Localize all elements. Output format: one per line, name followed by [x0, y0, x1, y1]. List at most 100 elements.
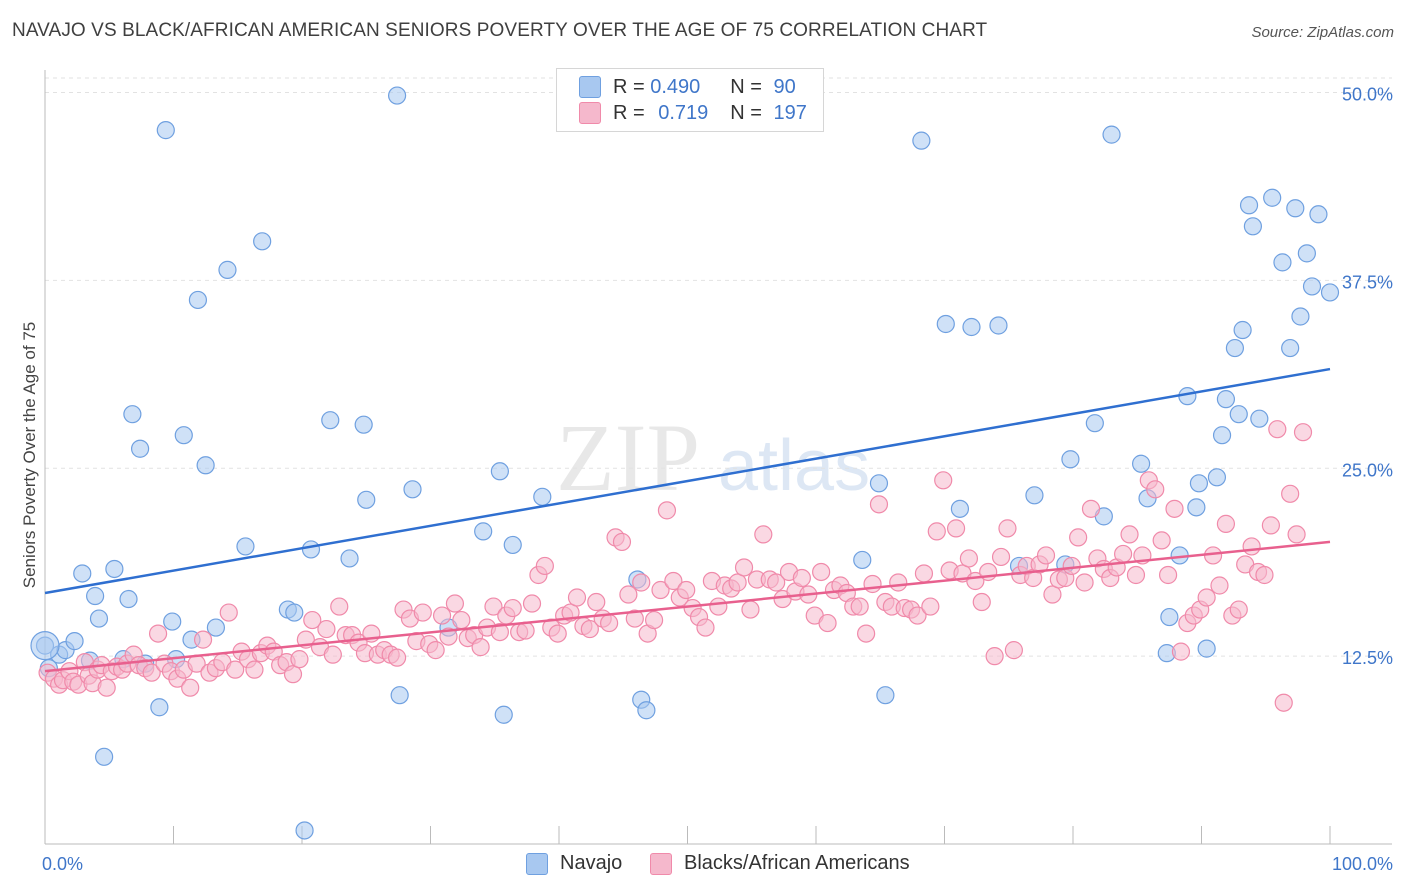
- legend-row-navajo: R = 0.490 N = 90: [579, 74, 796, 100]
- blacks-point: [818, 613, 837, 633]
- watermark-atlas: atlas: [718, 426, 870, 506]
- blacks-point: [677, 580, 696, 600]
- legend-swatch-blacks: [650, 852, 672, 875]
- blacks-point: [1216, 514, 1236, 533]
- blacks-point: [863, 574, 882, 594]
- blacks-point: [1197, 588, 1216, 607]
- blacks-point: [998, 519, 1017, 538]
- navajo-point: [95, 747, 114, 766]
- blacks-point: [625, 609, 644, 628]
- navajo-point: [1297, 244, 1316, 263]
- blacks-point: [1036, 546, 1056, 565]
- navajo-point: [1273, 253, 1292, 272]
- blacks-point: [503, 598, 522, 618]
- navajo-point: [989, 316, 1008, 335]
- blacks-point: [985, 647, 1004, 666]
- blacks-point: [1165, 499, 1184, 518]
- y-tick-label: 50.0%: [1342, 85, 1393, 105]
- navajo-point: [321, 411, 340, 430]
- blacks-point: [1075, 573, 1094, 592]
- navajo-point: [1239, 196, 1259, 215]
- legend-n-value: 197: [773, 101, 807, 124]
- navajo-point: [403, 480, 422, 499]
- blacks-point: [914, 564, 934, 583]
- blacks-point: [567, 588, 587, 607]
- blacks-point: [580, 619, 599, 639]
- blacks-point: [651, 580, 670, 600]
- navajo-point: [340, 549, 359, 568]
- blacks-point: [657, 501, 677, 520]
- x-tick-label: 100.0%: [1332, 854, 1393, 874]
- navajo-point: [962, 317, 981, 337]
- blacks-point: [1114, 544, 1133, 564]
- navajo-point: [1263, 188, 1282, 207]
- navajo-point: [1225, 338, 1245, 358]
- navajo-point: [123, 405, 142, 424]
- blacks-point: [869, 495, 889, 514]
- blacks-point: [1081, 499, 1101, 518]
- navajo-point: [156, 121, 175, 140]
- navajo-point: [390, 686, 409, 705]
- legend-item-navajo[interactable]: Navajo: [526, 852, 622, 875]
- navajo-point: [188, 290, 208, 310]
- series-navajo-points: [30, 86, 1340, 840]
- blacks-point: [600, 613, 619, 633]
- legend-swatch-blacks: [579, 102, 601, 124]
- blacks-point: [219, 603, 238, 622]
- blacks-point: [426, 641, 445, 660]
- legend-r-value: 0.490: [650, 75, 701, 98]
- navajo-point: [1132, 454, 1151, 473]
- navajo-point: [89, 609, 109, 628]
- blacks-point: [664, 571, 683, 591]
- navajo-point: [301, 540, 321, 559]
- navajo-point: [1291, 307, 1310, 326]
- navajo-point: [1207, 468, 1227, 487]
- blacks-point: [644, 610, 664, 630]
- navajo-point: [86, 586, 105, 606]
- legend-swatch-navajo: [526, 852, 548, 875]
- navajo-point: [869, 474, 889, 493]
- blacks-point: [921, 597, 940, 616]
- blacks-point: [413, 603, 432, 622]
- navajo-point: [1243, 217, 1263, 236]
- navajo-point: [1320, 283, 1340, 302]
- navajo-point: [295, 821, 314, 840]
- blacks-point: [484, 597, 503, 616]
- blacks-point: [696, 618, 715, 637]
- legend-n-label: N =: [730, 101, 762, 124]
- blacks-point: [850, 597, 869, 616]
- navajo-point: [853, 550, 872, 570]
- blacks-point: [1146, 480, 1165, 499]
- blacks-trend-line: [44, 540, 1331, 673]
- legend-item-blacks[interactable]: Blacks/African Americans: [650, 852, 910, 875]
- series-blacks-points: [38, 420, 1313, 712]
- y-tick-labels: 12.5% 25.0% 37.5% 50.0%: [1342, 85, 1393, 669]
- blacks-point: [1274, 693, 1293, 712]
- chart-title: NAVAJO VS BLACK/AFRICAN AMERICAN SENIORS…: [12, 20, 988, 41]
- axes: [44, 70, 1392, 845]
- blacks-point: [181, 678, 200, 697]
- blacks-point: [908, 606, 927, 625]
- blacks-point: [432, 606, 452, 625]
- navajo-point: [503, 535, 522, 555]
- navajo-trend-line: [44, 367, 1331, 595]
- navajo-point: [876, 686, 895, 705]
- blacks-point: [1261, 516, 1280, 535]
- navajo-point: [253, 232, 272, 251]
- legend-n-label: N =: [730, 75, 762, 98]
- source-label: Source: ZipAtlas.com: [1251, 24, 1394, 41]
- legend-r-label: R =: [613, 101, 645, 124]
- navajo-point: [1281, 338, 1300, 358]
- trend-lines: [44, 367, 1331, 673]
- navajo-point: [119, 589, 138, 609]
- legend-r-value: 0.719: [658, 101, 709, 124]
- blacks-point: [1004, 641, 1023, 660]
- blacks-point: [972, 592, 991, 612]
- navajo-point: [1197, 639, 1216, 658]
- navajo-point: [1085, 414, 1104, 433]
- navajo-point: [1309, 205, 1328, 224]
- navajo-point: [474, 522, 493, 541]
- legend-r-label: R =: [613, 75, 645, 98]
- navajo-point: [196, 456, 215, 475]
